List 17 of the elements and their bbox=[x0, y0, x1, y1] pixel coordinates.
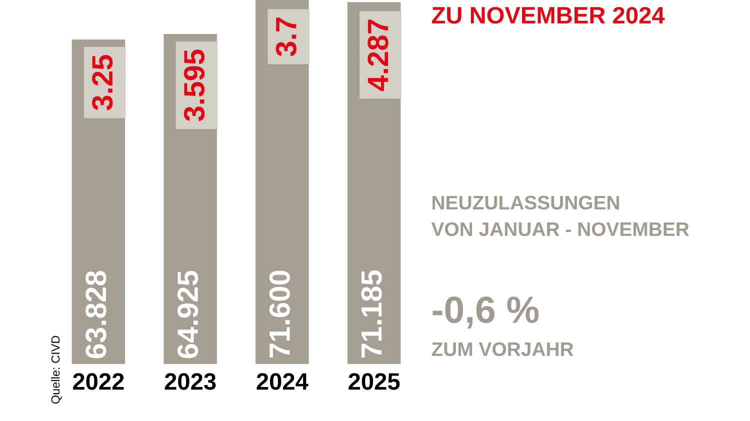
data-label: 71.185 bbox=[361, 270, 382, 358]
text: -0,6 % bbox=[432, 296, 539, 329]
text: ZUM VORJAHR bbox=[432, 342, 574, 356]
annotation: 3.25 bbox=[92, 54, 113, 110]
annotation: 3.7 bbox=[276, 18, 296, 56]
text: ZU NOVEMBER 2024 bbox=[432, 6, 665, 24]
data-label: 64.925 bbox=[177, 270, 198, 358]
annotation: 3.595 bbox=[184, 50, 205, 122]
x-tick-label: 2024 bbox=[256, 373, 308, 390]
data-label: 71.600 bbox=[269, 270, 290, 358]
x-tick-label: 2022 bbox=[72, 373, 124, 390]
text: NEUZULASSUNGEN VON JANUAR - NOVEMBER bbox=[431, 196, 690, 236]
annotation: Quelle: CIVD bbox=[51, 336, 62, 404]
x-tick-label: 2023 bbox=[164, 373, 216, 390]
x-tick-label: 2025 bbox=[348, 373, 400, 390]
annotation: 4.287 bbox=[368, 20, 388, 91]
data-label: 63.828 bbox=[86, 270, 106, 358]
